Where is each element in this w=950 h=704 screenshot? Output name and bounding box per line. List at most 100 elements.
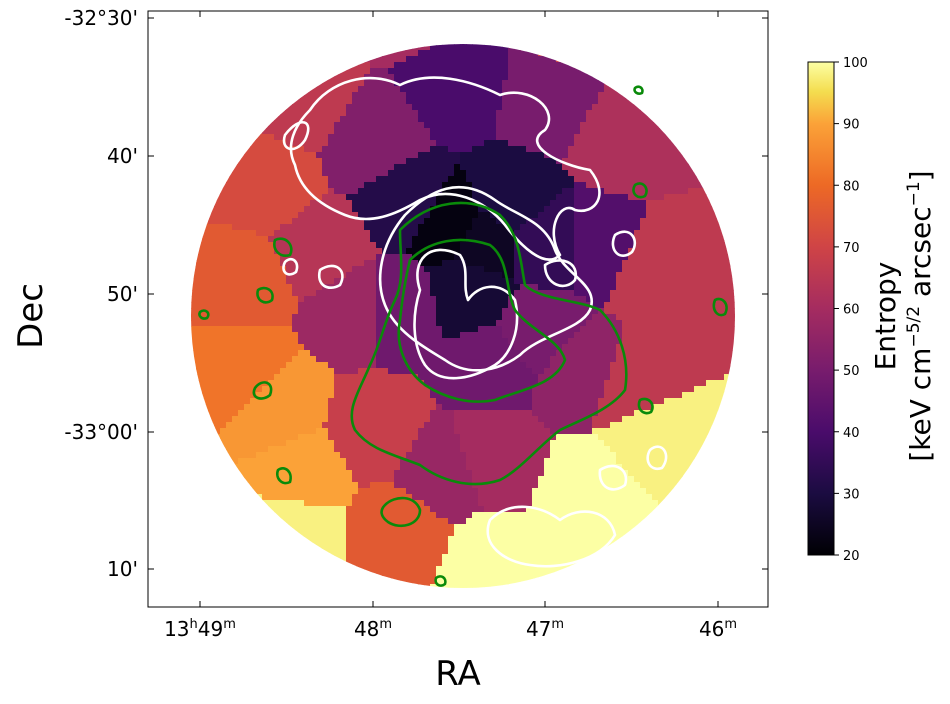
entropy-bin-cell bbox=[214, 200, 221, 207]
entropy-bin-cell bbox=[574, 140, 581, 147]
entropy-bin-cell bbox=[442, 302, 449, 309]
entropy-bin-cell bbox=[454, 134, 461, 141]
entropy-bin-cell bbox=[532, 98, 539, 105]
entropy-bin-cell bbox=[448, 356, 455, 363]
entropy-bin-cell bbox=[250, 284, 257, 291]
entropy-bin-cell bbox=[382, 98, 389, 105]
entropy-bin-cell bbox=[442, 332, 449, 339]
entropy-bin-cell bbox=[220, 212, 227, 219]
entropy-bin-cell bbox=[604, 230, 611, 237]
entropy-bin-cell bbox=[526, 338, 533, 345]
entropy-bin-cell bbox=[436, 152, 443, 159]
entropy-bin-cell bbox=[490, 350, 497, 357]
entropy-bin-cell bbox=[424, 164, 431, 171]
entropy-bin-cell bbox=[286, 302, 293, 309]
entropy-bin-cell bbox=[400, 50, 407, 57]
entropy-bin-cell bbox=[262, 182, 269, 189]
entropy-bin-cell bbox=[532, 194, 539, 201]
entropy-bin-cell bbox=[298, 356, 305, 363]
entropy-bin-cell bbox=[646, 326, 653, 333]
entropy-bin-cell bbox=[694, 194, 701, 201]
entropy-bin-cell bbox=[568, 86, 575, 93]
entropy-bin-cell bbox=[664, 332, 671, 339]
entropy-bin-cell bbox=[670, 332, 677, 339]
entropy-bin-cell bbox=[430, 146, 437, 153]
entropy-bin-cell bbox=[706, 338, 713, 345]
entropy-bin-cell bbox=[304, 176, 311, 183]
entropy-bin-cell bbox=[652, 170, 659, 177]
entropy-bin-cell bbox=[430, 260, 437, 267]
entropy-bin-cell bbox=[616, 98, 623, 105]
entropy-bin-cell bbox=[484, 92, 491, 99]
entropy-bin-cell bbox=[508, 350, 515, 357]
entropy-bin-cell bbox=[274, 200, 281, 207]
entropy-bin-cell bbox=[370, 284, 377, 291]
entropy-bin-cell bbox=[208, 350, 215, 357]
entropy-bin-cell bbox=[454, 128, 461, 135]
entropy-bin-cell bbox=[262, 272, 269, 279]
entropy-bin-cell bbox=[268, 320, 275, 327]
entropy-bin-cell bbox=[652, 188, 659, 195]
entropy-bin-cell bbox=[304, 92, 311, 99]
entropy-bin-cell bbox=[394, 314, 401, 321]
entropy-bin-cell bbox=[508, 212, 515, 219]
entropy-bin-cell bbox=[658, 290, 665, 297]
entropy-bin-cell bbox=[646, 128, 653, 135]
entropy-bin-cell bbox=[268, 134, 275, 141]
entropy-bin-cell bbox=[694, 200, 701, 207]
entropy-bin-cell bbox=[616, 92, 623, 99]
entropy-bin-cell bbox=[604, 194, 611, 201]
entropy-bin-cell bbox=[682, 182, 689, 189]
entropy-bin-cell bbox=[706, 284, 713, 291]
entropy-bin-cell bbox=[346, 272, 353, 279]
entropy-bin-cell bbox=[472, 122, 479, 129]
entropy-bin-cell bbox=[454, 326, 461, 333]
entropy-bin-cell bbox=[502, 98, 509, 105]
entropy-bin-cell bbox=[358, 290, 365, 297]
entropy-bin-cell bbox=[286, 338, 293, 345]
entropy-bin-cell bbox=[400, 158, 407, 165]
entropy-bin-cell bbox=[556, 140, 563, 147]
entropy-bin-cell bbox=[202, 290, 209, 297]
entropy-bin-cell bbox=[604, 296, 611, 303]
entropy-bin-cell bbox=[346, 356, 353, 363]
entropy-bin-cell bbox=[496, 176, 503, 183]
entropy-bin-cell bbox=[460, 362, 467, 369]
entropy-bin-cell bbox=[472, 140, 479, 147]
entropy-bin-cell bbox=[562, 248, 569, 255]
entropy-bin-cell bbox=[382, 284, 389, 291]
entropy-bin-cell bbox=[550, 362, 557, 369]
entropy-bin-cell bbox=[700, 344, 707, 351]
entropy-bin-cell bbox=[676, 338, 683, 345]
entropy-bin-cell bbox=[574, 314, 581, 321]
entropy-bin-cell bbox=[562, 218, 569, 225]
entropy-bin-cell bbox=[364, 326, 371, 333]
entropy-bin-cell bbox=[412, 74, 419, 81]
entropy-bin-cell bbox=[298, 332, 305, 339]
entropy-bin-cell bbox=[568, 74, 575, 81]
entropy-bin-cell bbox=[430, 194, 437, 201]
entropy-bin-cell bbox=[208, 326, 215, 333]
entropy-bin-cell bbox=[364, 122, 371, 129]
entropy-bin-cell bbox=[226, 194, 233, 201]
entropy-bin-cell bbox=[688, 224, 695, 231]
entropy-bin-cell bbox=[292, 194, 299, 201]
entropy-bin-cell bbox=[424, 212, 431, 219]
entropy-bin-cell bbox=[532, 122, 539, 129]
entropy-bin-cell bbox=[598, 182, 605, 189]
entropy-bin-cell bbox=[268, 326, 275, 333]
entropy-bin-cell bbox=[460, 152, 467, 159]
entropy-bin-cell bbox=[196, 362, 203, 369]
entropy-bin-cell bbox=[376, 194, 383, 201]
entropy-bin-cell bbox=[556, 92, 563, 99]
entropy-bin-cell bbox=[226, 188, 233, 195]
entropy-bin-cell bbox=[352, 332, 359, 339]
entropy-bin-cell bbox=[508, 152, 515, 159]
entropy-bin-cell bbox=[574, 296, 581, 303]
entropy-bin-cell bbox=[502, 200, 509, 207]
entropy-bin-cell bbox=[604, 158, 611, 165]
entropy-bin-cell bbox=[316, 302, 323, 309]
entropy-bin-cell bbox=[556, 98, 563, 105]
entropy-bin-cell bbox=[358, 302, 365, 309]
entropy-bin-cell bbox=[712, 266, 719, 273]
